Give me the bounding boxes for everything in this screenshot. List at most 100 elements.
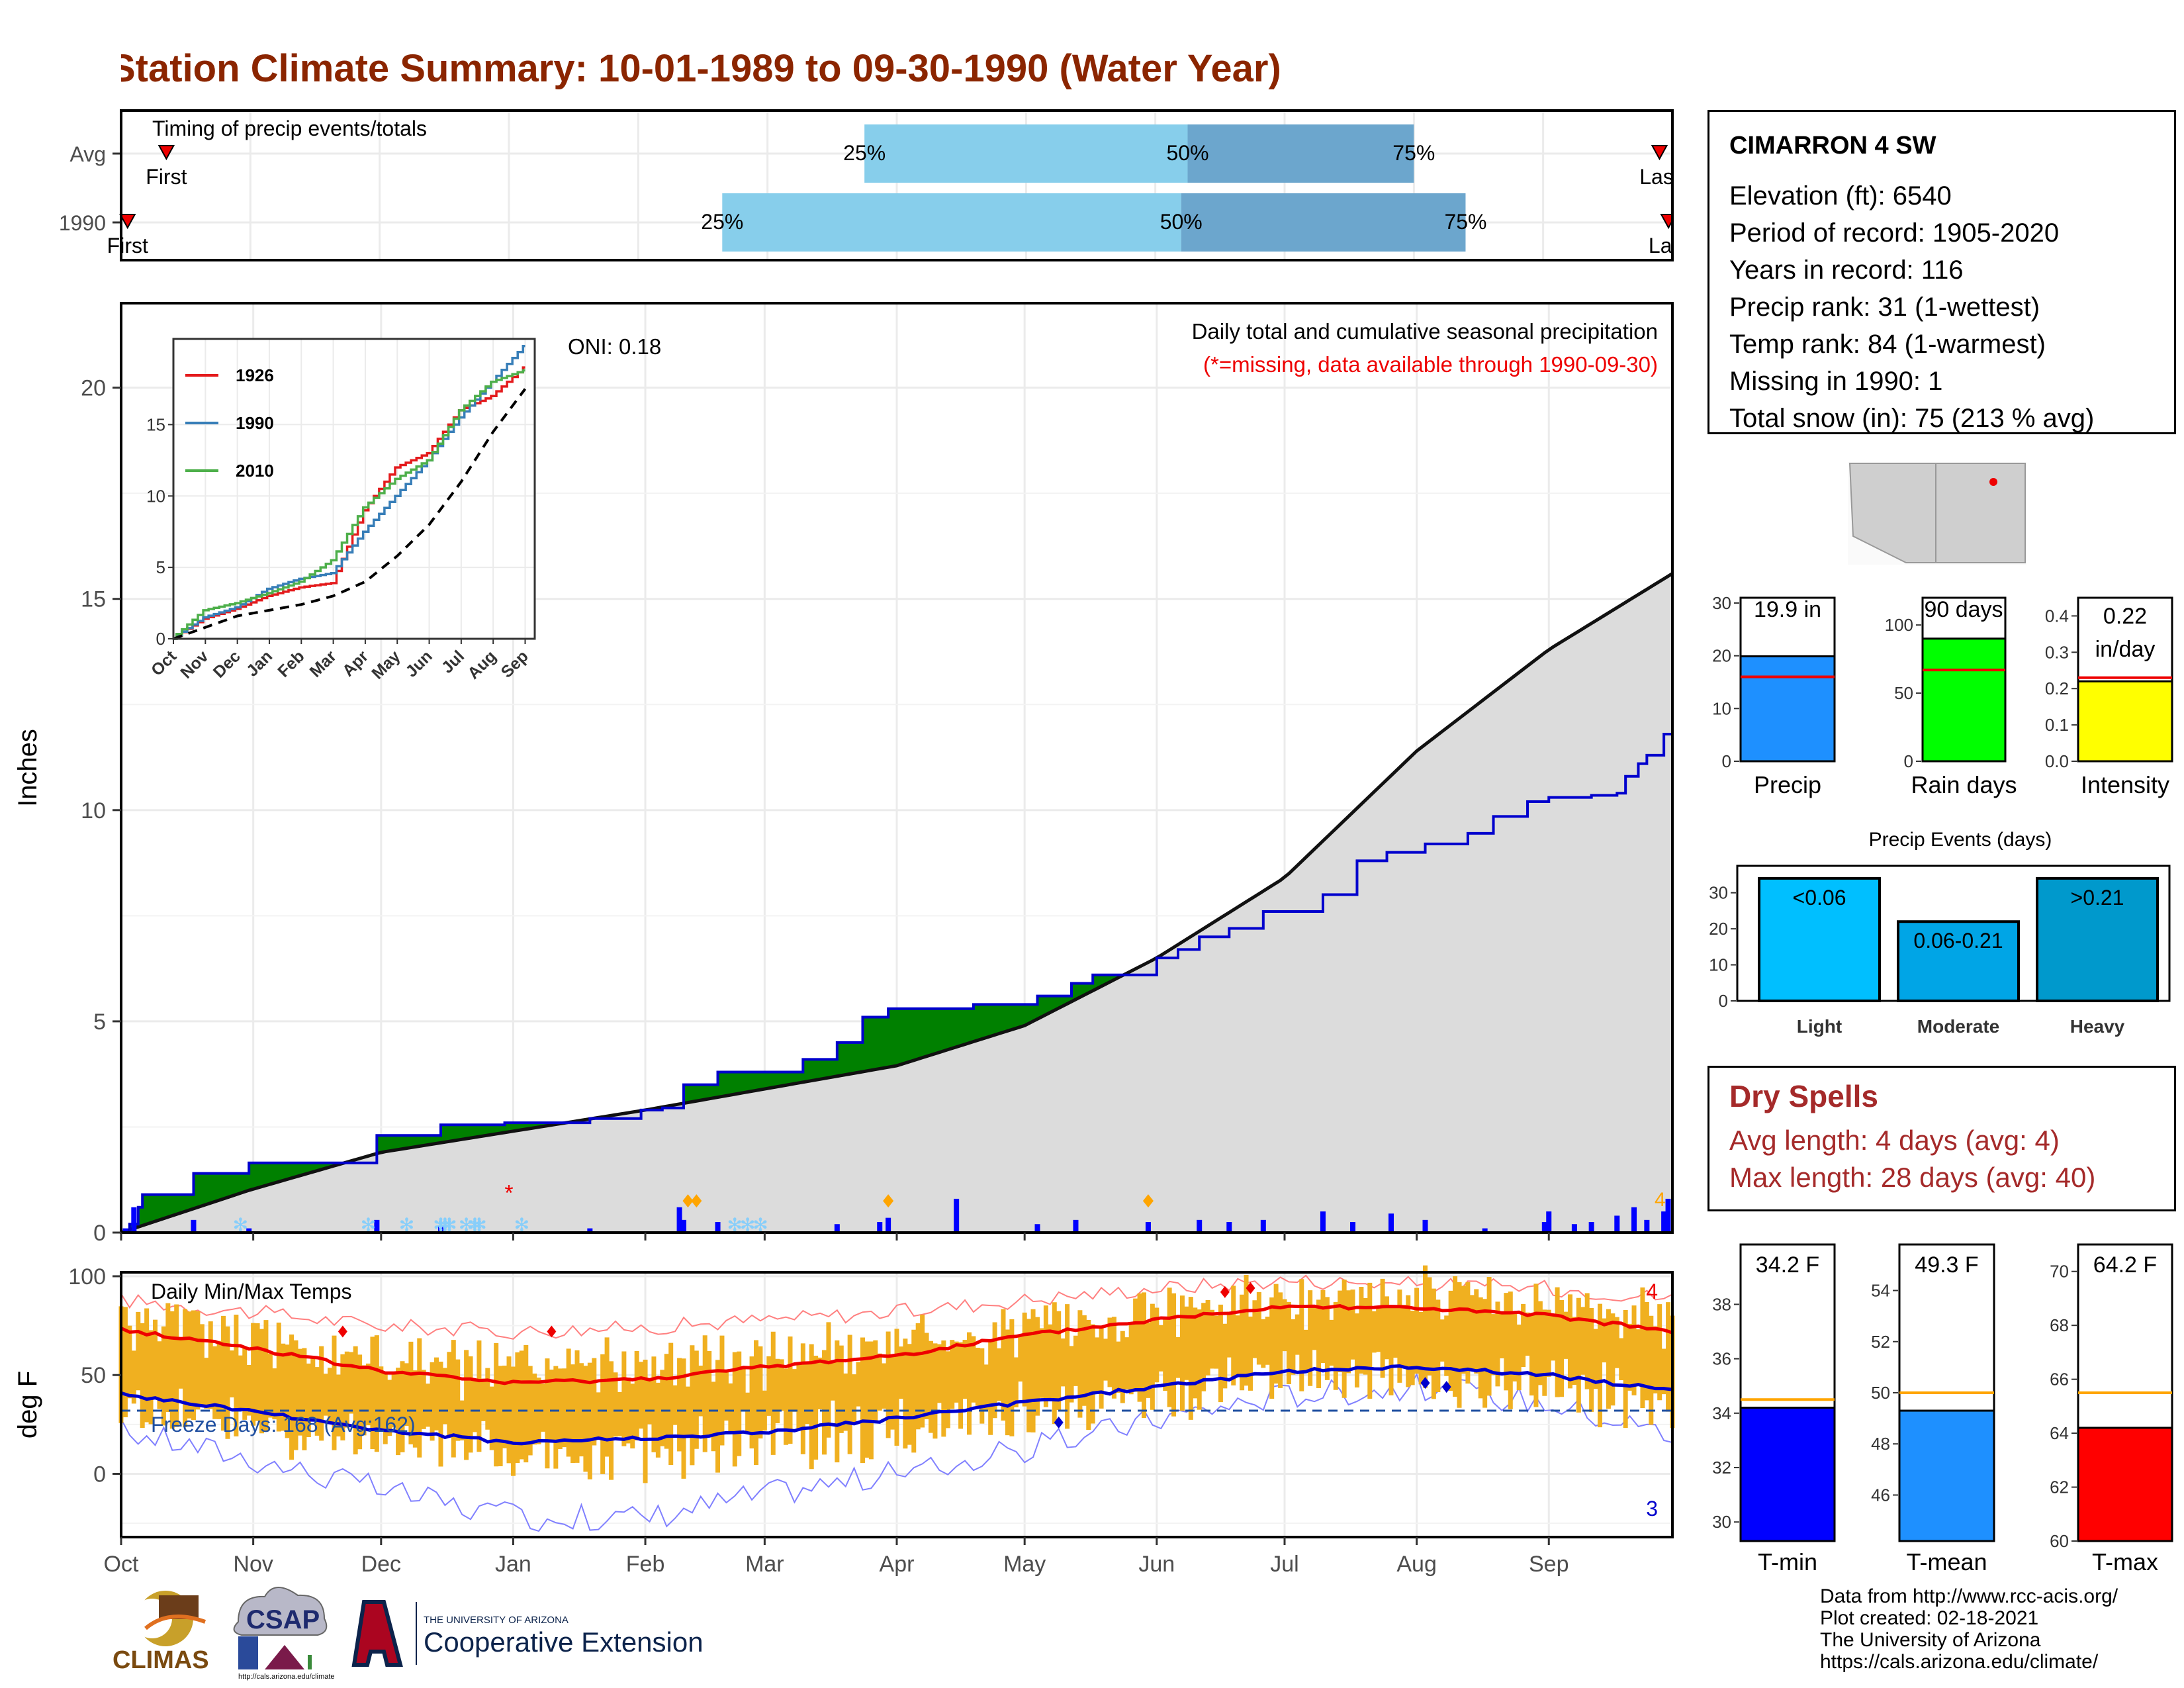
inset-xtick-label: May xyxy=(368,647,404,682)
summary-bar-label: Rain days xyxy=(1911,771,2017,798)
precip-daily-bar xyxy=(1644,1219,1650,1233)
summary-ytick-label: 30 xyxy=(1712,1512,1731,1532)
events-bar-label: <0.06 xyxy=(1793,886,1846,910)
csap-url: http://cals.arizona.edu/climate xyxy=(238,1673,335,1681)
precip-diamond xyxy=(682,1194,694,1208)
precip-daily-bar xyxy=(1546,1211,1552,1233)
inset-xtick-label: Nov xyxy=(177,647,212,682)
summary-bar-label: T-max xyxy=(2092,1548,2158,1575)
snow-marker: ✻ xyxy=(437,1215,453,1235)
summary-bar-group: 46 48 50 52 54 T-mean xyxy=(1871,1243,1995,1575)
summary-ytick-label: 100 xyxy=(1885,615,1913,635)
inset-series-line xyxy=(173,345,525,640)
precip-daily-bar xyxy=(886,1217,891,1233)
inset-ytick-label: 0 xyxy=(156,629,165,649)
summary-bar xyxy=(2077,680,2173,763)
page-title: Station Climate Summary: 10-01-1989 to 0… xyxy=(110,47,1281,90)
station-line: Precip rank: 31 (1-wettest) xyxy=(1729,293,2040,322)
temp-xtick-label: Jul xyxy=(1270,1552,1298,1577)
precip-daily-bar xyxy=(437,1226,443,1233)
summary-bar-group: 60 62 64 66 68 70 T-max xyxy=(2050,1243,2173,1575)
precip-daily-bar xyxy=(1388,1213,1394,1233)
climas-text: CLIMAS xyxy=(113,1646,209,1674)
inset-xtick-label: Jun xyxy=(402,647,436,680)
station-line: Temp rank: 84 (1-warmest) xyxy=(1729,330,2046,359)
precip-diamond xyxy=(691,1194,702,1208)
summary-ytick-label: 46 xyxy=(1871,1485,1890,1505)
summary-ytick-label: 36 xyxy=(1712,1349,1731,1369)
temp-record-low-marker xyxy=(1441,1381,1451,1393)
station-line: Missing in 1990: 1 xyxy=(1729,367,1943,396)
inset-avg-line xyxy=(173,388,527,640)
summary-ytick-label: 32 xyxy=(1712,1458,1731,1477)
summary-ytick-label: 0 xyxy=(1722,751,1731,771)
temp-xtick-label: Jan xyxy=(495,1552,531,1577)
inset-legend-label: 1990 xyxy=(236,413,274,433)
precip-cum-1990-line xyxy=(121,726,1674,1234)
temp-xtick-label: Oct xyxy=(104,1552,139,1577)
precip-daily-bar xyxy=(191,1219,197,1233)
precip-daily-bar xyxy=(1665,1198,1671,1233)
precip-ytick-label: 20 xyxy=(81,376,106,401)
station-line: Total snow (in): 75 (213 % avg) xyxy=(1729,404,2095,433)
temp-record-low-marker xyxy=(1054,1416,1064,1429)
snow-marker: ✻ xyxy=(233,1215,248,1235)
precip-daily-bar xyxy=(676,1207,682,1233)
summary-ytick-label: 48 xyxy=(1871,1434,1890,1454)
summary-bar xyxy=(1739,1407,1836,1542)
temp-record-high-marker xyxy=(547,1325,557,1338)
temp-avg-min-line xyxy=(120,1364,1673,1446)
inset-xtick-label: Aug xyxy=(464,647,500,682)
oni-label: ONI: 0.18 xyxy=(568,334,661,359)
precip-daily-bar xyxy=(1197,1219,1203,1233)
events-category-label: Heavy xyxy=(2070,1016,2125,1037)
summary-ytick-label: 34 xyxy=(1712,1403,1731,1423)
precip-daily-bar xyxy=(1226,1222,1232,1233)
events-bar-label: >0.21 xyxy=(2071,886,2124,910)
dry-spells-box: Dry Spells Avg length: 4 days (avg: 4) M… xyxy=(1707,1066,2176,1211)
precip-daily-bar xyxy=(1541,1222,1547,1233)
summary-bar-group: 30 32 34 36 38 T-min xyxy=(1712,1243,1836,1575)
inset-series-line xyxy=(173,369,525,640)
dry-spells-title: Dry Spells xyxy=(1729,1079,1878,1113)
precip-daily-bar xyxy=(1350,1222,1356,1233)
station-info-box: CIMARRON 4 SW Elevation (ft): 6540 Perio… xyxy=(1707,110,2176,434)
temp-xtick-label: Sep xyxy=(1529,1552,1569,1577)
summary-bar-group: 0 50 100 Rain days xyxy=(1885,596,2017,798)
precip-ytick-label: 5 xyxy=(93,1009,106,1035)
missing-marker: * xyxy=(504,1180,513,1205)
summary-bar-group: 0.0 0.1 0.2 0.3 0.4 Intensity xyxy=(2045,596,2173,798)
precip-daily-bar xyxy=(834,1224,840,1233)
inset-xtick-label: Mar xyxy=(306,647,340,680)
logo-strip: CLIMAS CSAP http://cals.arizona.edu/clim… xyxy=(113,1587,704,1681)
csap-logo: CSAP http://cals.arizona.edu/climate xyxy=(233,1587,335,1681)
timing-first-label: First xyxy=(146,165,187,189)
temp-ytick-label: 0 xyxy=(93,1462,106,1487)
precip-daily-bar xyxy=(246,1228,252,1233)
precip-total-value: 19.9 in xyxy=(1754,597,1821,622)
precip-daily-bar xyxy=(681,1219,687,1233)
inset-xtick-label: Oct xyxy=(148,647,181,680)
timing-row-label: Avg xyxy=(69,142,106,166)
timing-bar-25-50 xyxy=(864,124,1188,183)
timing-pct-label: 75% xyxy=(1392,141,1435,165)
precip-daily-bar xyxy=(1614,1215,1620,1233)
timing-first-label: First xyxy=(107,234,148,258)
timing-bar-25-50 xyxy=(722,193,1181,252)
dry-spells-avg: Avg length: 4 days (avg: 4) xyxy=(1729,1125,2060,1156)
snow-marker: ✻ xyxy=(459,1215,474,1235)
dry-spells-max: Max length: 28 days (avg: 40) xyxy=(1729,1162,2096,1193)
summary-ytick-label: 52 xyxy=(1871,1332,1890,1352)
temp-record-low-count: 3 xyxy=(1646,1497,1658,1521)
timing-pct-label: 50% xyxy=(1166,141,1208,165)
timing-pct-label: 50% xyxy=(1160,210,1203,234)
timing-pct-label: 25% xyxy=(701,210,743,234)
precip-ytick-label: 10 xyxy=(81,798,106,823)
timing-frame xyxy=(120,109,1674,261)
temp-summary-value: 49.3 F xyxy=(1915,1252,1978,1278)
snow-marker: ✻ xyxy=(727,1215,743,1235)
precip-daily-bar xyxy=(715,1222,721,1233)
inset-series-line xyxy=(173,366,525,640)
inset-ytick-label: 5 xyxy=(156,557,165,577)
events-bar xyxy=(2036,876,2159,1003)
